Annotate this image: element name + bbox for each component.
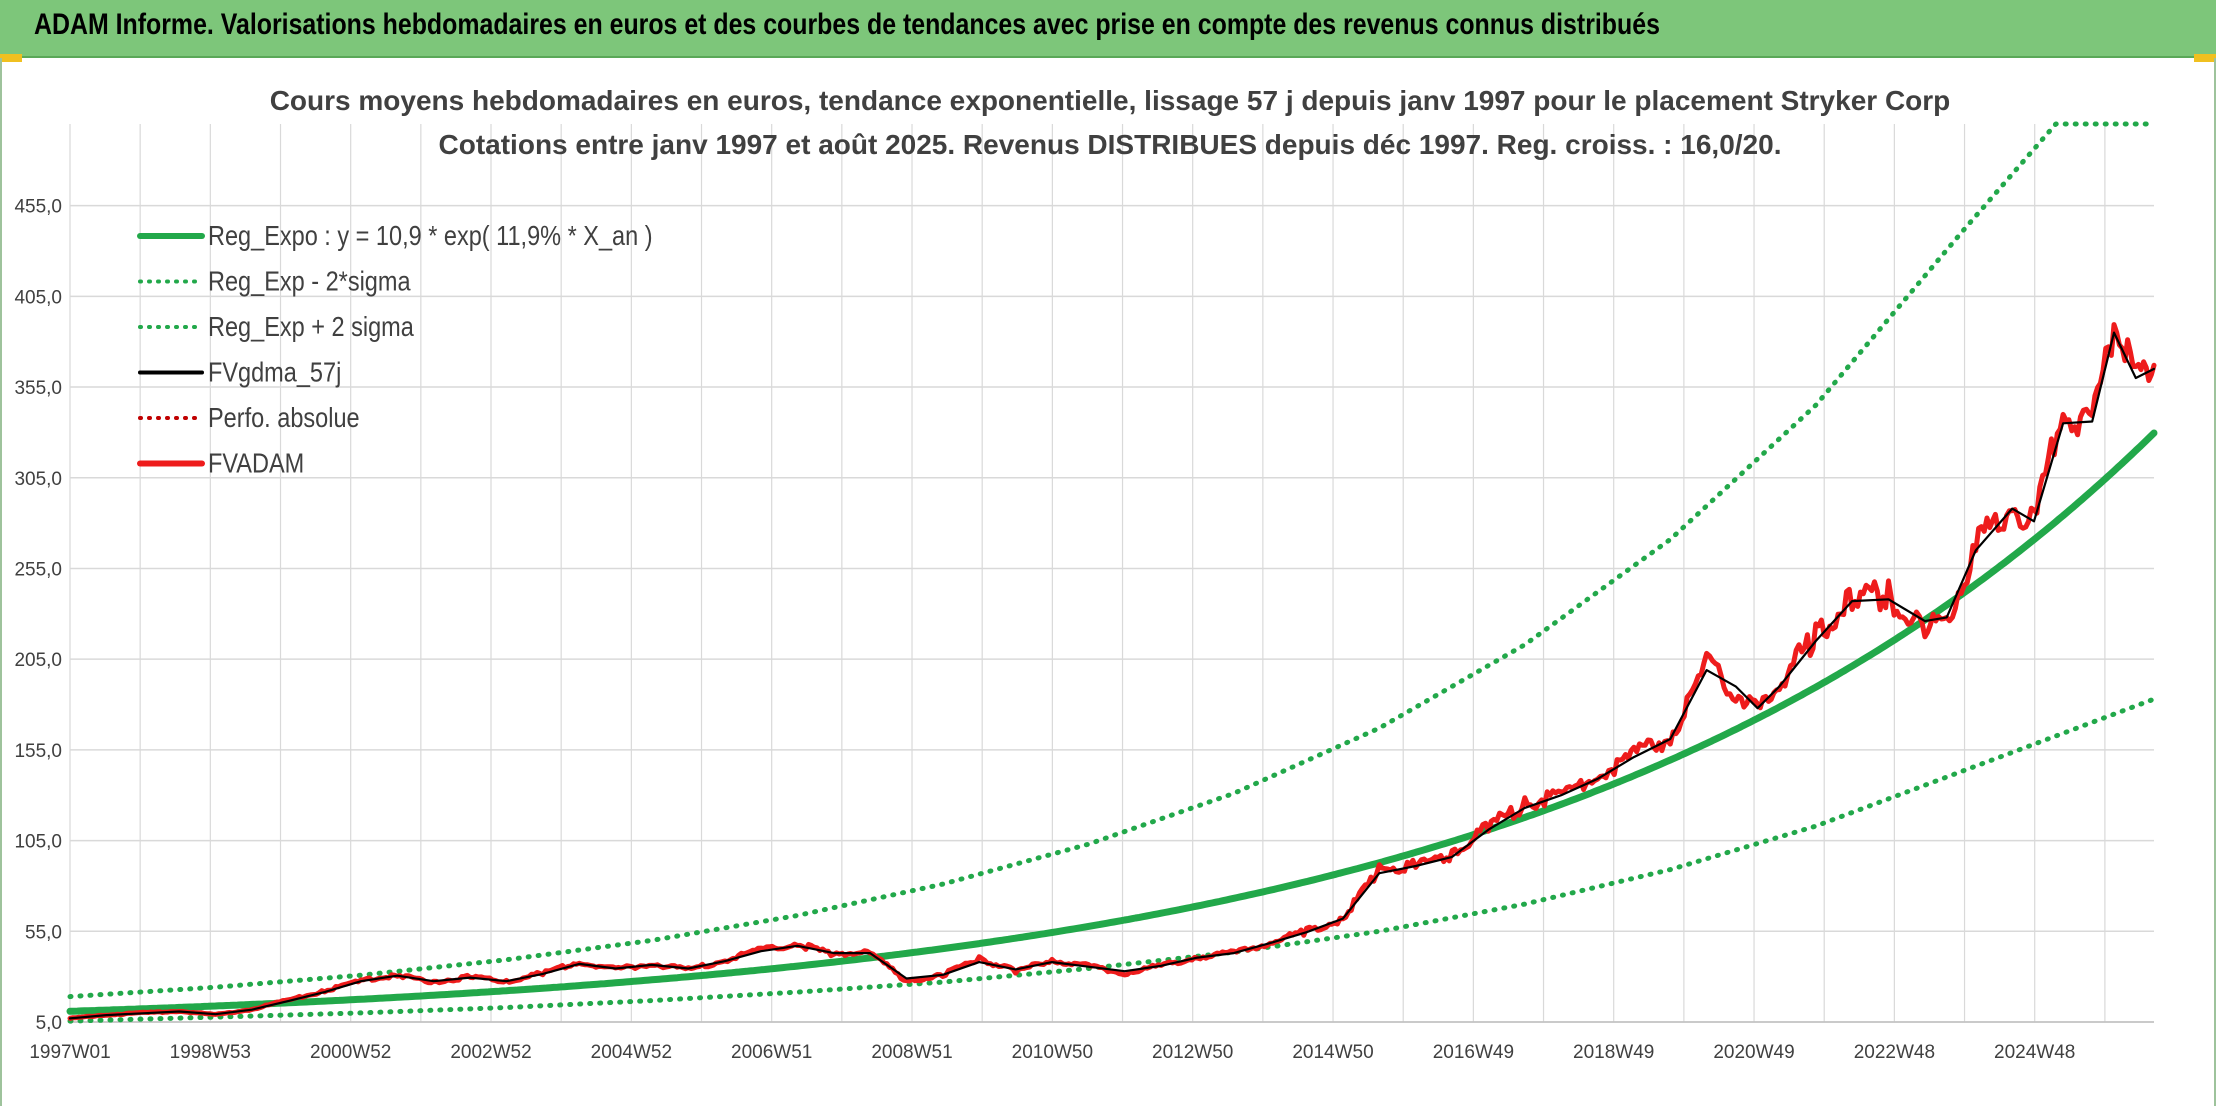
- y-tick-label: 155,0: [14, 741, 62, 762]
- x-tick-label: 2016W49: [1433, 1042, 1514, 1063]
- x-tick-label: 2008W51: [871, 1042, 952, 1063]
- y-tick-label: 205,0: [14, 650, 62, 671]
- legend-label-reg_expo: Reg_Expo : y = 10,9 * exp( 11,9% * X_an …: [208, 221, 653, 251]
- x-tick-label: 2012W50: [1152, 1042, 1233, 1063]
- x-tick-label: 2018W49: [1573, 1042, 1654, 1063]
- x-tick-label: 2006W51: [731, 1042, 812, 1063]
- y-tick-label: 455,0: [14, 197, 62, 218]
- series-reg-expo: [66, 429, 2158, 1015]
- y-tick-label: 105,0: [14, 832, 62, 853]
- corner-accent-left: [0, 54, 22, 62]
- series-fvgdma-57j: [68, 331, 2156, 1020]
- report-title: ADAM Informe. Valorisations hebdomadaire…: [34, 8, 1660, 41]
- x-tick-label: 2014W50: [1292, 1042, 1373, 1063]
- x-tick-label: 2002W52: [450, 1042, 531, 1063]
- y-tick-label: 55,0: [25, 922, 62, 943]
- y-tick-label: 355,0: [14, 378, 62, 399]
- x-tick-label: 1998W53: [170, 1042, 251, 1063]
- chart-frame: Cours moyens hebdomadaires en euros, ten…: [0, 58, 2216, 1106]
- series-reg-minus-2sigma: [67, 696, 2157, 1024]
- x-axis-ticks: 1997W01 1998W53 2000W52 2002W52 2004W52 2006W…: [29, 1042, 2075, 1063]
- y-tick-label: 305,0: [14, 469, 62, 490]
- corner-accent-right: [2194, 54, 2216, 62]
- y-axis-ticks: 5,0 55,0 105,0 155,0 205,0 255,0 305,0 355,0 405…: [14, 197, 62, 1034]
- x-tick-label: 2020W49: [1713, 1042, 1794, 1063]
- y-tick-label: 5,0: [36, 1013, 62, 1034]
- vertical-gridlines: [69, 124, 2106, 1022]
- legend-label-fvadam: FVADAM: [208, 449, 304, 479]
- series-layer: [66, 121, 2158, 1024]
- legend-label-reg_plus: Reg_Exp + 2 sigma: [208, 312, 414, 342]
- x-tick-label: 2000W52: [310, 1042, 391, 1063]
- horizontal-gridlines: [70, 204, 2154, 1023]
- x-tick-label: 1997W01: [29, 1042, 110, 1063]
- x-tick-label: 2024W48: [1994, 1042, 2075, 1063]
- x-tick-label: 2010W50: [1012, 1042, 1093, 1063]
- series-reg-plus-2sigma: [67, 121, 2157, 1000]
- x-tick-label: 2022W48: [1854, 1042, 1935, 1063]
- legend-label-perfo: Perfo. absolue: [208, 403, 360, 433]
- legend-label-fvgdma: FVgdma_57j: [208, 358, 341, 388]
- x-tick-label: 2004W52: [591, 1042, 672, 1063]
- legend-label-reg_minus: Reg_Exp - 2*sigma: [208, 267, 411, 297]
- report-banner: ADAM Informe. Valorisations hebdomadaire…: [0, 0, 2216, 58]
- y-tick-label: 405,0: [14, 287, 62, 308]
- chart: Cours moyens hebdomadaires en euros, ten…: [14, 85, 2158, 1063]
- chart-title: Cours moyens hebdomadaires en euros, ten…: [270, 85, 1951, 116]
- legend: Reg_Expo : y = 10,9 * exp( 11,9% * X_an …: [137, 221, 653, 479]
- y-tick-label: 255,0: [14, 559, 62, 580]
- chart-subtitle: Cotations entre janv 1997 et août 2025. …: [439, 129, 1782, 160]
